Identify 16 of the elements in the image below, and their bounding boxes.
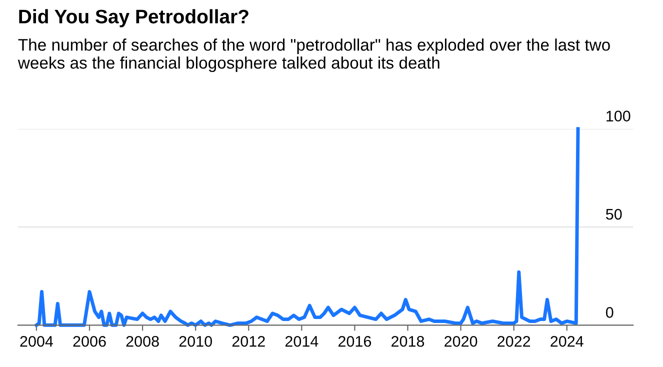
y-tick-label: 100 (606, 110, 630, 122)
x-tick-label: 2008 (126, 336, 159, 347)
x-tick-label: 2018 (392, 336, 424, 347)
y-tick-label: 50 (606, 208, 622, 220)
x-tick-label: 2004 (20, 336, 54, 347)
x-tick-label: 2012 (232, 336, 265, 347)
x-tick-label: 2020 (444, 336, 478, 347)
x-tick-label: 2022 (498, 336, 530, 347)
chart-subtitle: The number of searches of the word "petrodollar" has exploded over the last two weeks as the financial blogosphere talked about its death (18, 38, 610, 72)
x-tick-label: 2014 (285, 336, 318, 347)
x-tick-label: 2006 (73, 336, 106, 347)
x-tick-label: 2024 (550, 336, 584, 347)
x-tick-label: 2010 (179, 336, 212, 347)
chart-title: Did You Say Petrodollar? (19, 9, 248, 28)
x-tick-label: 2016 (338, 336, 372, 347)
y-tick-label: 0 (606, 307, 614, 318)
